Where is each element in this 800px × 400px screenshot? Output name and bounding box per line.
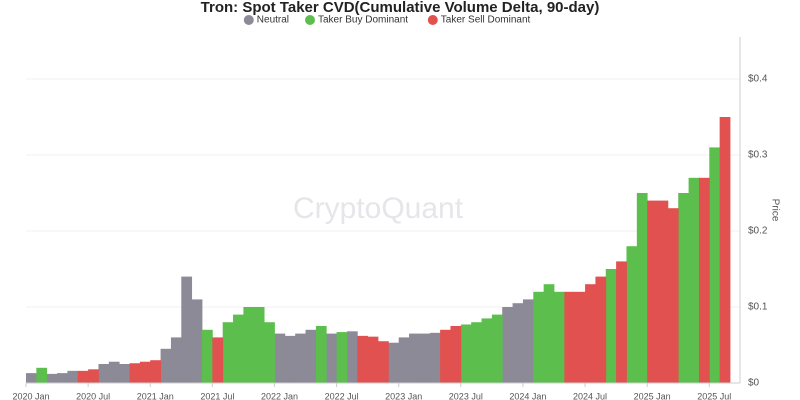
bar xyxy=(491,314,503,383)
bar xyxy=(554,291,565,383)
legend-label: Taker Buy Dominant xyxy=(318,15,408,26)
bar xyxy=(471,322,482,383)
bar xyxy=(595,276,607,383)
bar xyxy=(170,337,182,383)
bar xyxy=(533,291,545,383)
bar xyxy=(667,208,679,383)
bar xyxy=(512,303,524,383)
y-tick-label: $0.4 xyxy=(748,74,768,85)
bar xyxy=(108,361,120,383)
bar xyxy=(46,373,58,383)
chart-title: Tron: Spot Taker CVD(Cumulative Volume D… xyxy=(201,0,600,16)
x-tick-label: 2023 Jul xyxy=(449,391,483,400)
bar xyxy=(305,329,317,383)
bar xyxy=(419,333,431,383)
bar xyxy=(502,307,513,383)
legend-marker xyxy=(427,15,438,25)
bar xyxy=(346,331,358,383)
bar xyxy=(26,373,37,383)
legend-label: Neutral xyxy=(257,15,289,26)
y-tick-label: $0.2 xyxy=(748,226,768,237)
x-tick-label: 2023 Jan xyxy=(385,391,422,400)
y-axis-title: Price xyxy=(769,199,780,222)
bar xyxy=(367,336,379,383)
x-tick-label: 2024 Jan xyxy=(509,391,546,400)
x-tick-label: 2022 Jul xyxy=(325,391,359,400)
x-tick-label: 2020 Jan xyxy=(12,391,49,400)
bar xyxy=(409,333,420,383)
bar xyxy=(243,307,255,383)
bar xyxy=(233,314,244,383)
bar xyxy=(678,193,689,383)
bar xyxy=(481,318,493,383)
bar xyxy=(378,341,389,383)
bar xyxy=(129,363,141,383)
bar xyxy=(388,342,400,383)
bar xyxy=(212,337,224,383)
bar xyxy=(119,364,130,383)
bar xyxy=(429,332,441,383)
bar xyxy=(139,361,151,383)
bar xyxy=(284,335,296,383)
bar xyxy=(605,269,617,383)
bar xyxy=(222,322,234,383)
x-tick-label: 2025 Jul xyxy=(697,391,731,400)
bar xyxy=(626,246,638,383)
bar xyxy=(77,370,89,383)
bar xyxy=(636,193,648,383)
bar xyxy=(709,147,721,383)
bar xyxy=(88,369,99,383)
bar xyxy=(326,333,337,383)
bar xyxy=(57,373,68,383)
legend-label: Taker Sell Dominant xyxy=(441,15,531,26)
x-tick-label: 2025 Jan xyxy=(634,391,671,400)
bar xyxy=(460,324,472,383)
bar xyxy=(688,177,700,383)
bar xyxy=(150,360,161,383)
y-tick-label: $0.3 xyxy=(748,150,768,161)
bar xyxy=(585,284,596,383)
legend-marker xyxy=(243,15,254,25)
x-tick-label: 2020 Jul xyxy=(76,391,110,400)
bar xyxy=(202,329,213,383)
bar xyxy=(274,333,286,383)
bar xyxy=(543,284,555,383)
bar xyxy=(264,322,275,383)
watermark: CryptoQuant xyxy=(293,192,464,225)
bar xyxy=(98,364,110,383)
bar xyxy=(564,291,576,383)
y-tick-label: $0.1 xyxy=(748,302,768,313)
bar xyxy=(181,276,193,383)
bar xyxy=(295,333,306,383)
bar xyxy=(253,307,265,383)
bar xyxy=(160,348,172,383)
bar xyxy=(574,291,586,383)
bar xyxy=(522,299,534,383)
bar xyxy=(647,200,658,383)
x-tick-label: 2021 Jan xyxy=(137,391,174,400)
bar xyxy=(357,335,369,383)
x-tick-label: 2022 Jan xyxy=(261,391,298,400)
x-tick-label: 2024 Jul xyxy=(573,391,607,400)
legend-marker xyxy=(305,15,315,25)
bar xyxy=(36,367,48,383)
bar xyxy=(719,117,731,383)
bar xyxy=(67,370,79,383)
x-tick-label: 2021 Jul xyxy=(200,391,234,400)
bar xyxy=(336,332,348,383)
bar xyxy=(440,329,451,383)
bar xyxy=(315,326,327,383)
bar xyxy=(616,261,627,383)
bar xyxy=(398,337,410,383)
bar xyxy=(657,200,669,383)
bar xyxy=(450,326,462,383)
bar xyxy=(698,177,710,383)
bar xyxy=(191,299,203,383)
y-tick-label: $0 xyxy=(748,378,760,389)
